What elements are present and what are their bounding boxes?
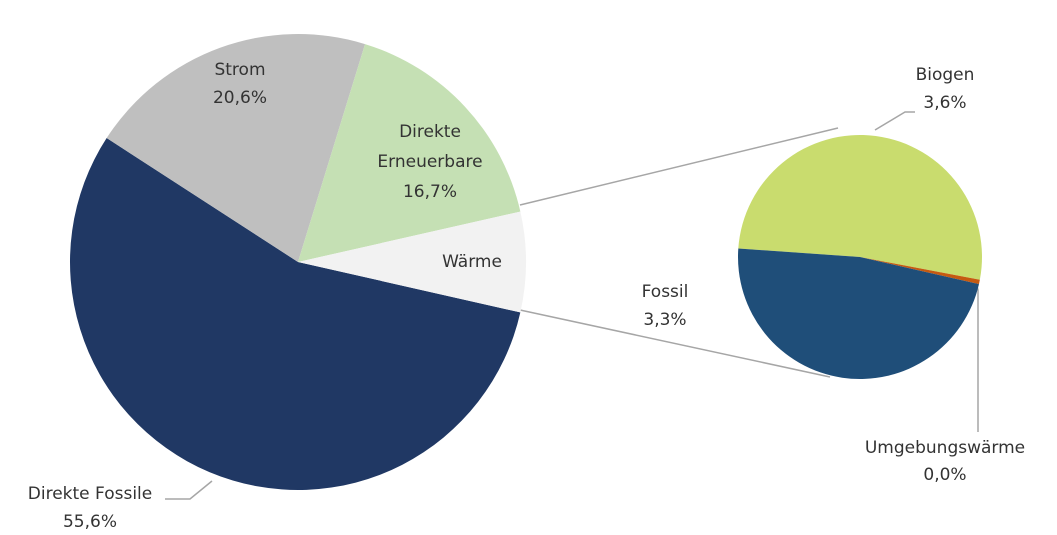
slice-label: Fossil [642, 282, 689, 302]
value-label: 0,0% [923, 465, 966, 485]
pie-slice [106, 34, 366, 263]
pie-slice [298, 211, 526, 313]
pie-slice [860, 257, 980, 285]
connector [519, 309, 831, 378]
slice-label: Direkte Fossile [28, 484, 152, 504]
slice-label: Direkte Erneuerbare [377, 122, 482, 172]
leader-line [165, 480, 213, 500]
value-label: 3,3% [643, 310, 686, 330]
pie-slice [738, 135, 982, 280]
connector [519, 127, 839, 206]
value-label: 3,6% [923, 93, 966, 113]
leader-line [874, 111, 915, 131]
slice-label: Strom [214, 60, 265, 80]
value-label: 16,7% [403, 182, 457, 202]
leader-line [975, 281, 979, 432]
value-label: 20,6% [213, 88, 267, 108]
value-label: 55,6% [63, 512, 117, 532]
pie-slice [69, 138, 521, 491]
slice-label: Umgebungswärme [865, 438, 1025, 458]
pie-slice [738, 248, 979, 379]
slice-label: Wärme [442, 252, 502, 272]
slice-label: Biogen [916, 65, 975, 85]
pie-slice [298, 44, 521, 262]
